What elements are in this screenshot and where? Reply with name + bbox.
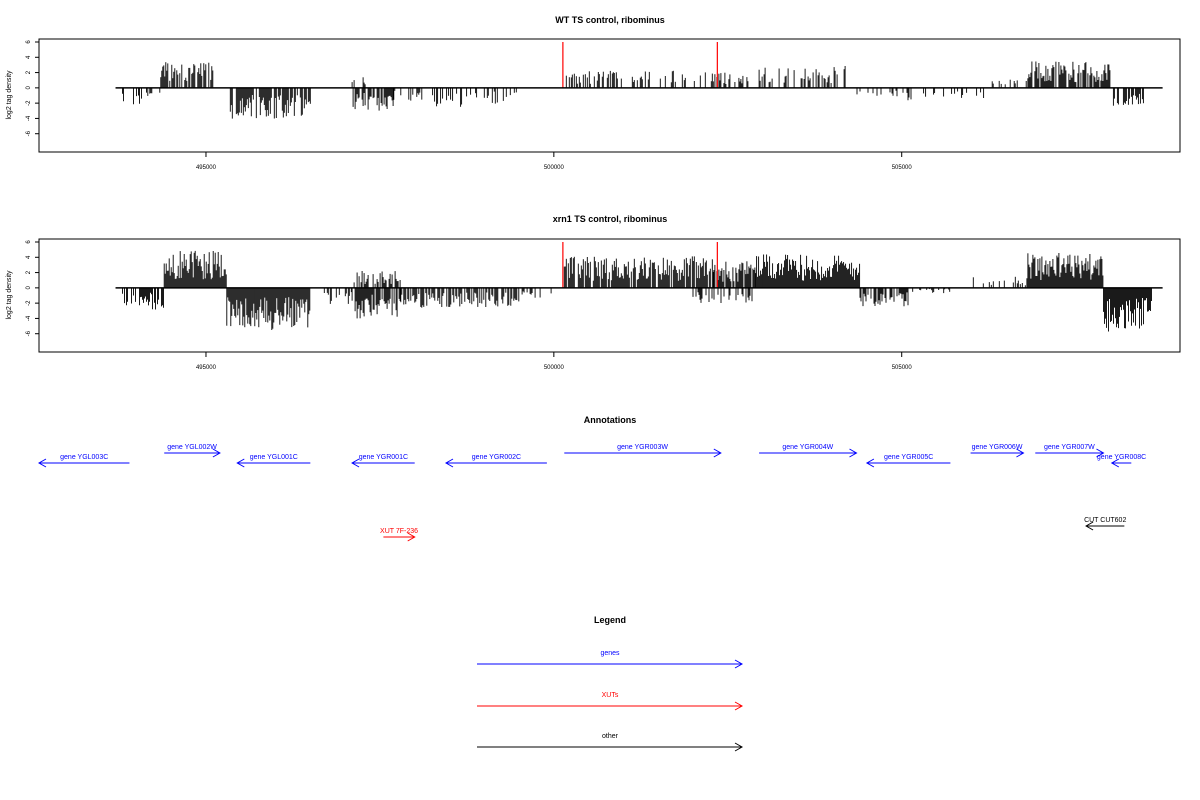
- annotation-label: CUT CUT602: [1084, 517, 1126, 524]
- annotation-arrow: [865, 458, 951, 468]
- xrn1-highlight-marks: [562, 242, 718, 288]
- annotation-label: gene YGR004W: [782, 444, 833, 451]
- legend-arrow: [477, 742, 744, 752]
- wt-plot-frame: [38, 38, 1181, 153]
- wt-y-axis: -6 -4 -2 0 2 4 6: [26, 40, 40, 136]
- xrn1-density-bars: [122, 250, 1152, 332]
- annotations-title: Annotations: [584, 415, 637, 425]
- wt-y-axis-label: log2 tag density: [6, 70, 13, 120]
- legend-arrow: [477, 659, 744, 669]
- annotation-label: gene YGR002C: [472, 454, 521, 461]
- y-tick-label: -4: [26, 115, 32, 121]
- y-tick-label: 6: [26, 240, 32, 244]
- legend-items: genes XUTs other: [477, 650, 744, 752]
- annotation-arrow: [970, 448, 1025, 458]
- annotation-label: gene YGL002W: [167, 444, 217, 451]
- xrn1-plot-frame: [38, 238, 1181, 353]
- annotation-label: gene YGR008C: [1097, 454, 1146, 461]
- annotation-arrow: [564, 448, 722, 458]
- annotation-arrow: [1110, 458, 1132, 468]
- annotation-arrow: [351, 458, 415, 468]
- y-tick-label: -2: [26, 300, 32, 306]
- y-tick-label: 6: [26, 40, 32, 44]
- wt-x-axis: 495000 500000 505000: [196, 152, 912, 171]
- y-tick-label: 0: [26, 86, 32, 90]
- xrn1-track-title: xrn1 TS control, ribominus: [553, 214, 668, 224]
- legend-label: XUTs: [602, 692, 619, 699]
- legend: Legend genes XUTs other: [477, 615, 744, 752]
- wt-track-title: WT TS control, ribominus: [555, 15, 665, 25]
- annotation-arrow: [236, 458, 311, 468]
- wt-density-bars: [122, 61, 1144, 119]
- xrn1-track-panel: xrn1 TS control, ribominus -6 -4 -2 0 2 4 6 49…: [6, 214, 1181, 371]
- y-tick-label: -2: [26, 100, 32, 106]
- annotation-label: gene YGR006W: [972, 444, 1023, 451]
- annotation-label: gene YGR005C: [884, 454, 933, 461]
- legend-label: other: [602, 733, 619, 740]
- y-tick-label: -6: [26, 130, 32, 136]
- y-tick-label: -6: [26, 330, 32, 336]
- annotation-label: gene YGR003W: [617, 444, 668, 451]
- annotation-arrow: [164, 448, 221, 458]
- annotation-arrow: [1035, 448, 1105, 458]
- xrn1-y-axis-label: log2 tag density: [6, 270, 13, 320]
- xrn1-y-axis: -6 -4 -2 0 2 4 6: [26, 240, 40, 336]
- y-tick-label: 4: [26, 255, 32, 259]
- annotation-arrow: [37, 458, 130, 468]
- annotation-arrow: [383, 532, 416, 542]
- x-tick-label: 495000: [196, 165, 217, 171]
- wt-highlight-marks: [562, 42, 718, 88]
- y-tick-label: -4: [26, 315, 32, 321]
- y-tick-label: 2: [26, 270, 32, 274]
- x-tick-label: 495000: [196, 365, 217, 371]
- annotation-arrow: [759, 448, 858, 458]
- legend-label: genes: [600, 650, 620, 657]
- xrn1-x-axis: 495000 500000 505000: [196, 352, 912, 371]
- annotation-arrow: [444, 458, 547, 468]
- annotation-label: XUT 7F-236: [380, 528, 418, 535]
- legend-title: Legend: [594, 615, 626, 625]
- annotation-arrow: [1085, 521, 1125, 531]
- annotation-label: gene YGL001C: [250, 454, 298, 461]
- x-tick-label: 500000: [544, 165, 565, 171]
- annotation-features: gene YGL003C gene YGL002W gene YGL001C gene…: [37, 444, 1146, 542]
- annotation-label: gene YGR001C: [359, 454, 408, 461]
- x-tick-label: 505000: [892, 165, 913, 171]
- y-tick-label: 4: [26, 55, 32, 59]
- x-tick-label: 500000: [544, 365, 565, 371]
- y-tick-label: 0: [26, 286, 32, 290]
- x-tick-label: 505000: [892, 365, 913, 371]
- legend-arrow: [477, 701, 744, 711]
- annotation-label: gene YGL003C: [60, 454, 108, 461]
- wt-track-panel: WT TS control, ribominus -6 -4 -2 0 2 4 6 4950…: [6, 15, 1181, 171]
- y-tick-label: 2: [26, 70, 32, 74]
- annotation-label: gene YGR007W: [1044, 444, 1095, 451]
